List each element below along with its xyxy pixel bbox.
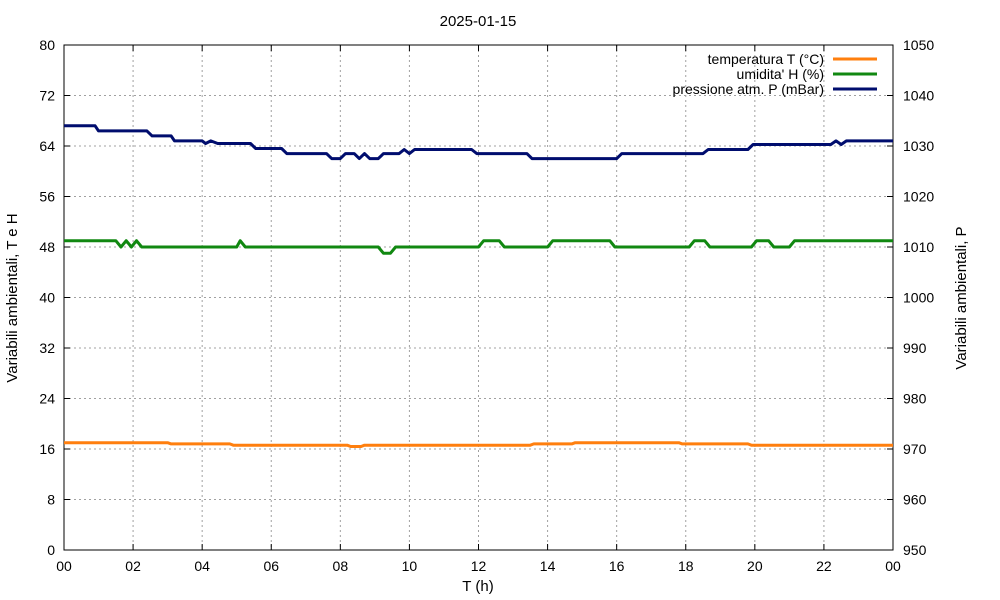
x-tick-label: 00 — [885, 558, 901, 574]
y-tick-label-left: 8 — [47, 492, 55, 508]
x-tick-label: 22 — [816, 558, 832, 574]
x-tick-label: 00 — [56, 558, 72, 574]
y-tick-label-left: 0 — [47, 542, 55, 558]
legend-label: umidita' H (%) — [737, 66, 824, 82]
y-tick-label-right: 990 — [903, 340, 927, 356]
series-lines — [64, 124, 893, 448]
y-tick-label-right: 1020 — [903, 189, 934, 205]
x-tick-label: 08 — [333, 558, 349, 574]
y-tick-label-right: 950 — [903, 542, 927, 558]
series-line-1 — [64, 239, 893, 255]
y-axis-label-left: Variabili ambientali, T e H — [4, 213, 21, 382]
y-tick-label-left: 64 — [39, 138, 55, 154]
legend: temperatura T (°C)umidita' H (%)pression… — [673, 51, 877, 97]
x-tick-label: 02 — [125, 558, 141, 574]
y-tick-label-right: 1030 — [903, 138, 934, 154]
y-tick-label-left: 80 — [39, 37, 55, 53]
y-tick-label-left: 32 — [39, 340, 55, 356]
y-tick-label-left: 40 — [39, 290, 55, 306]
y-tick-label-left: 72 — [39, 88, 55, 104]
chart-title: 2025-01-15 — [440, 13, 517, 30]
x-tick-label: 12 — [471, 558, 487, 574]
x-tick-label: 20 — [747, 558, 763, 574]
x-axis-label: T (h) — [462, 578, 493, 595]
axis-ticks: 00 02 04 06 08 10 12 14 16 18 20 22 0008162432404856… — [39, 37, 934, 574]
x-tick-label: 04 — [194, 558, 210, 574]
y-tick-label-right: 1040 — [903, 88, 934, 104]
y-tick-label-right: 960 — [903, 492, 927, 508]
legend-label: pressione atm. P (mBar) — [673, 81, 824, 97]
y-tick-label-left: 48 — [39, 239, 55, 255]
y-tick-label-right: 1010 — [903, 239, 934, 255]
y-axis-label-right: Variabili ambientali, P — [953, 226, 970, 369]
x-tick-label: 16 — [609, 558, 625, 574]
x-tick-label: 18 — [678, 558, 694, 574]
y-tick-label-right: 980 — [903, 391, 927, 407]
y-tick-label-right: 1050 — [903, 37, 934, 53]
y-tick-label-right: 1000 — [903, 290, 934, 306]
x-tick-label: 14 — [540, 558, 556, 574]
y-tick-label-left: 56 — [39, 189, 55, 205]
series-line-0 — [64, 441, 893, 448]
y-tick-label-left: 24 — [39, 391, 55, 407]
legend-label: temperatura T (°C) — [708, 51, 824, 67]
x-tick-label: 10 — [402, 558, 418, 574]
y-tick-label-left: 16 — [39, 441, 55, 457]
y-tick-label-right: 970 — [903, 441, 927, 457]
x-tick-label: 06 — [263, 558, 279, 574]
grid-lines — [64, 45, 893, 550]
series-line-2 — [64, 124, 893, 161]
